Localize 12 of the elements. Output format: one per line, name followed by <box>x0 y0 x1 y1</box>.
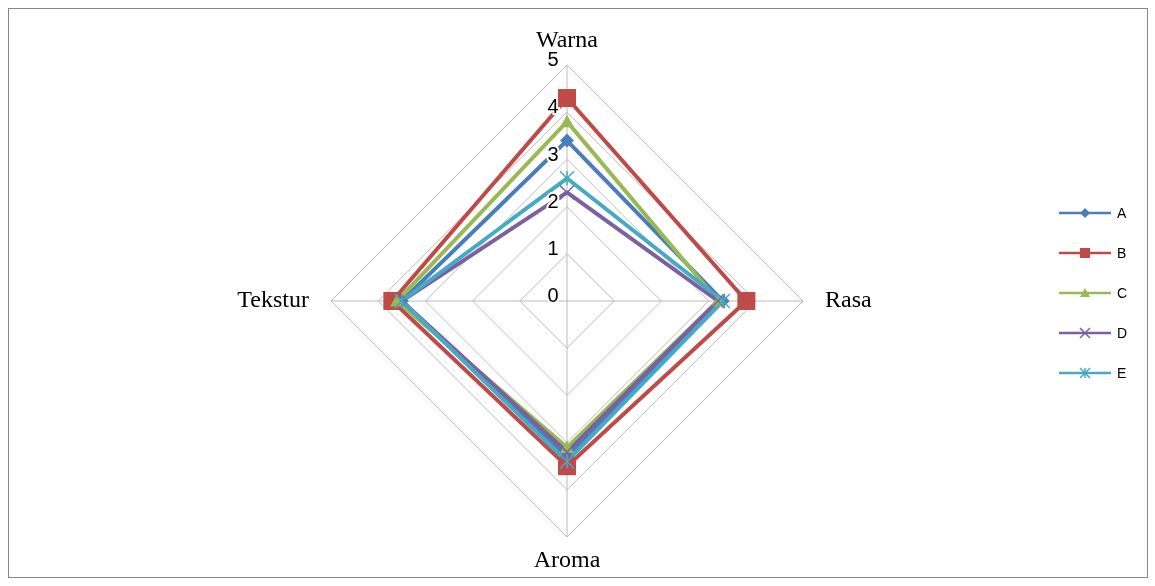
legend-label: D <box>1116 325 1127 341</box>
y-tick-label: 1 <box>547 237 559 260</box>
legend-label: B <box>1116 245 1127 261</box>
legend-label: A <box>1116 205 1127 221</box>
y-tick-label: 3 <box>547 142 559 165</box>
spoke-label: Aroma <box>533 545 601 572</box>
legend-label: C <box>1116 285 1127 301</box>
y-tick-label: 4 <box>547 95 559 118</box>
spoke-label: Rasa <box>825 285 872 312</box>
spoke-label: Tekstur <box>237 285 309 312</box>
y-tick-label: 0 <box>547 284 559 307</box>
legend-label: E <box>1116 365 1127 381</box>
